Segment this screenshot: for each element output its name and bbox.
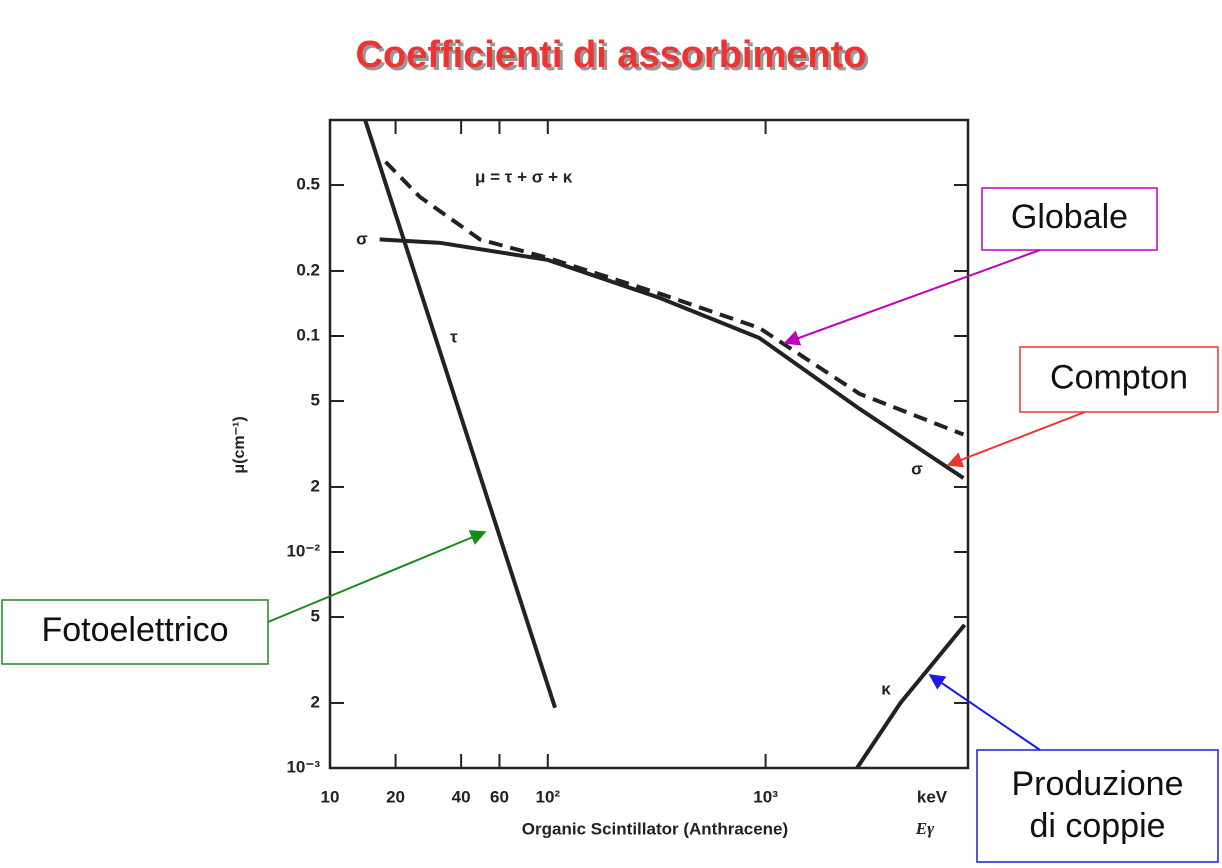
callout-arrow — [928, 674, 1041, 751]
callout-box — [976, 749, 1219, 863]
x-symbol: Eγ — [915, 819, 935, 838]
y-tick-label: 10⁻³ — [286, 757, 320, 776]
callout-text: Produzione di coppie — [1011, 765, 1183, 845]
plot-frame — [328, 118, 970, 770]
x-tick-label: 10 — [321, 787, 340, 806]
curve — [855, 623, 967, 768]
x-tick-label: 60 — [490, 787, 509, 806]
callout-box — [981, 187, 1158, 251]
curve — [384, 160, 965, 437]
callout-text: Globale — [1011, 198, 1128, 236]
callout-box — [1019, 346, 1219, 413]
curve-label: σ — [356, 229, 368, 248]
callout-text: Fotoelettrico — [41, 611, 228, 649]
y-tick-label: 2 — [311, 476, 320, 495]
x-tick-label: 10² — [536, 787, 561, 806]
callout-arrow — [946, 411, 1086, 468]
y-tick-label: 5 — [311, 607, 320, 626]
x-axis-label: Organic Scintillator (Anthracene) — [522, 819, 788, 838]
curve-label: μ = τ + σ + κ — [475, 167, 573, 186]
callout-text: Compton — [1050, 358, 1188, 396]
title-shadow: Coefficienti di assorbimento — [359, 37, 870, 79]
x-tick-label: 20 — [386, 787, 405, 806]
curve — [379, 237, 965, 480]
callout-box — [1, 599, 269, 665]
y-tick-label: 0.2 — [296, 260, 320, 279]
y-tick-label: 10⁻² — [286, 541, 320, 560]
x-unit: keV — [917, 787, 948, 806]
x-tick-label: 40 — [452, 787, 471, 806]
callout-arrow — [783, 249, 1041, 346]
curve — [363, 120, 557, 709]
callout-line: di coppie — [1029, 807, 1165, 845]
callout-line: Produzione — [1011, 765, 1183, 803]
y-tick-label: 0.1 — [296, 325, 320, 344]
y-tick-label: 0.5 — [296, 175, 320, 194]
callout-arrow — [267, 530, 487, 623]
curve-label: τ — [450, 327, 458, 346]
annotation: σ — [911, 459, 923, 478]
title: Coefficienti di assorbimento — [356, 34, 867, 76]
curve-label: κ — [881, 679, 891, 698]
x-tick-label: 10³ — [753, 787, 778, 806]
y-tick-label: 2 — [311, 692, 320, 711]
y-axis-label: μ(cm⁻¹) — [231, 416, 248, 473]
y-tick-label: 5 — [311, 391, 320, 410]
